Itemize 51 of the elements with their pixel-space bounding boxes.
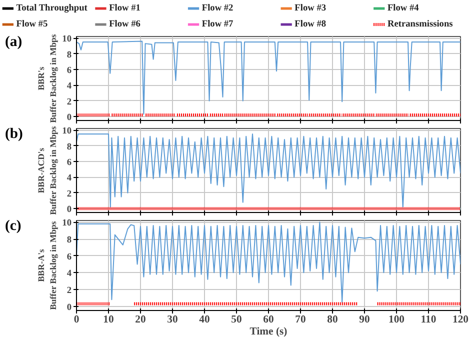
y-tick-label: 6 xyxy=(66,252,72,262)
y-tick-label: 2 xyxy=(66,286,72,296)
y-tick-label: 10 xyxy=(62,218,72,229)
y-axis-title: BBR's Buffer Backlog in Mbps xyxy=(36,34,58,123)
x-tick-label: 40 xyxy=(199,314,210,326)
x-tick-label: 0 xyxy=(74,314,80,326)
y-tick-label: 8 xyxy=(66,142,72,152)
y-tick-label: 2 xyxy=(66,189,72,200)
y-tick-label: 8 xyxy=(66,236,72,246)
y-tick-label: 0 xyxy=(66,302,72,313)
x-tick-label: 50 xyxy=(231,314,242,326)
y-tick-label: 4 xyxy=(66,269,72,280)
line-series xyxy=(76,40,460,115)
x-tick-label: 20 xyxy=(135,314,146,326)
chart-title: (c) xyxy=(5,217,22,236)
legend-label: Flow #7 xyxy=(202,20,234,30)
y-tick-label: 10 xyxy=(62,34,72,45)
y-tick-label: 6 xyxy=(66,66,72,76)
line-series xyxy=(76,222,460,303)
line-series xyxy=(76,133,460,208)
x-tick-label: 120 xyxy=(452,314,468,326)
legend-label: Retransmissions xyxy=(387,20,454,30)
x-tick-label: 110 xyxy=(420,314,436,326)
y-tick-label: 4 xyxy=(66,174,72,184)
legend-label: Flow #3 xyxy=(294,4,326,14)
y-tick-label: 2 xyxy=(66,97,72,108)
legend-label: Flow #6 xyxy=(109,20,141,30)
legend-label: Flow #1 xyxy=(109,4,141,14)
x-tick-label: 60 xyxy=(263,314,274,326)
legend-label: Total Throughput xyxy=(16,4,88,14)
chart-title: (a) xyxy=(5,33,22,52)
y-tick-label: 0 xyxy=(66,205,72,216)
legend-label: Flow #2 xyxy=(202,4,234,14)
legend-label: Flow #8 xyxy=(294,20,326,30)
legend-label: Flow #4 xyxy=(387,4,420,14)
x-tick-label: 30 xyxy=(167,314,178,326)
legend-label: Flow #5 xyxy=(16,20,48,30)
y-axis-title: BBR-ACD's Buffer Backlog in Mbps xyxy=(36,126,58,215)
y-axis-title: BBR-A's Buffer Backlog in Mbps xyxy=(36,220,58,310)
x-axis-title: Time (s) xyxy=(250,326,288,338)
y-tick-label: 10 xyxy=(62,126,72,137)
y-tick-label: 4 xyxy=(66,82,72,92)
chart-title: (b) xyxy=(5,125,23,144)
y-tick-label: 6 xyxy=(66,158,72,168)
x-tick-label: 90 xyxy=(359,314,370,326)
x-tick-label: 10 xyxy=(103,314,114,326)
x-tick-label: 100 xyxy=(388,314,404,326)
y-tick-label: 0 xyxy=(66,113,72,124)
x-tick-label: 80 xyxy=(327,314,338,326)
y-tick-label: 8 xyxy=(66,50,72,60)
x-tick-label: 70 xyxy=(295,314,306,326)
